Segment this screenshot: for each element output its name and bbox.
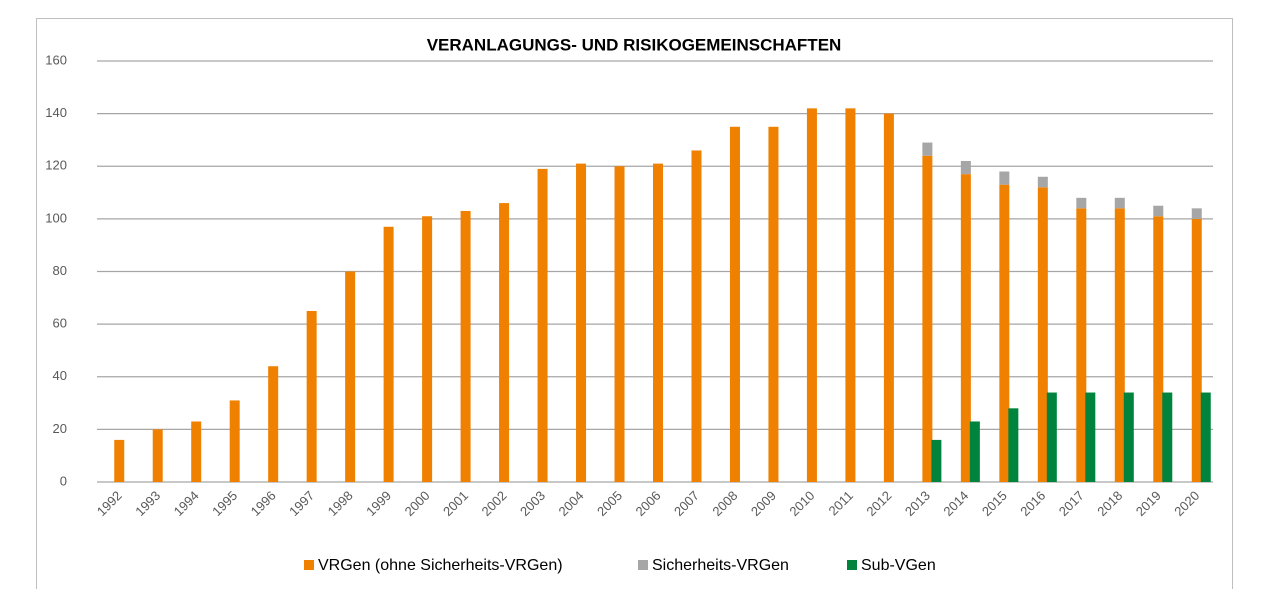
bar <box>499 203 510 482</box>
bar <box>883 113 894 482</box>
bar <box>191 421 202 482</box>
bar <box>999 184 1010 482</box>
bar <box>460 210 471 482</box>
bar <box>306 310 317 482</box>
legend-label: VRGen (ohne Sicherheits-VRGen) <box>318 557 563 574</box>
bar <box>1046 392 1057 482</box>
bar <box>1123 392 1134 482</box>
chart-title: VERANLAGUNGS- UND RISIKOGEMEINSCHAFTEN <box>427 35 842 54</box>
legend-label: Sub-VGen <box>861 557 936 574</box>
bar <box>922 142 933 156</box>
y-tick-label: 40 <box>53 368 67 383</box>
bar <box>806 108 817 483</box>
bar <box>1008 408 1019 482</box>
bar <box>1153 216 1164 482</box>
y-tick-label: 160 <box>45 52 67 67</box>
bar <box>931 439 942 482</box>
bar <box>1076 208 1087 482</box>
y-tick-label: 80 <box>53 263 67 278</box>
chart-border <box>36 18 1233 594</box>
bar <box>422 216 433 482</box>
bar <box>229 400 240 482</box>
legend-swatch <box>304 560 314 570</box>
bar <box>383 226 394 482</box>
bar <box>268 366 279 482</box>
bar <box>1037 176 1048 188</box>
legend-label: Sicherheits-VRGen <box>652 557 789 574</box>
y-tick-label: 120 <box>45 158 67 173</box>
y-tick-label: 100 <box>45 210 67 225</box>
bar <box>1085 392 1096 482</box>
bar <box>922 155 933 482</box>
bar <box>576 163 587 482</box>
y-tick-label: 0 <box>60 473 67 488</box>
bar <box>1114 208 1125 482</box>
bar <box>691 150 702 482</box>
bar <box>1200 392 1211 482</box>
legend-swatch <box>638 560 648 570</box>
bar <box>114 439 125 482</box>
legend-swatch <box>847 560 857 570</box>
bar <box>1114 197 1125 209</box>
bar <box>614 166 625 482</box>
bar <box>960 174 971 483</box>
bar <box>969 421 980 482</box>
bar <box>768 126 779 482</box>
bar <box>537 168 548 482</box>
bar <box>1153 205 1164 217</box>
bar <box>1162 392 1173 482</box>
bar <box>152 429 163 482</box>
bar <box>653 163 663 482</box>
bar <box>845 108 856 483</box>
bar <box>345 271 356 482</box>
bar <box>1076 197 1087 209</box>
bar <box>1191 218 1202 482</box>
y-tick-label: 20 <box>53 421 67 436</box>
bar <box>1191 208 1202 219</box>
y-tick-label: 140 <box>45 105 67 120</box>
bar <box>960 160 971 175</box>
bar <box>999 171 1010 185</box>
y-tick-label: 60 <box>53 316 67 331</box>
bar <box>729 126 740 482</box>
bar <box>1037 187 1048 483</box>
